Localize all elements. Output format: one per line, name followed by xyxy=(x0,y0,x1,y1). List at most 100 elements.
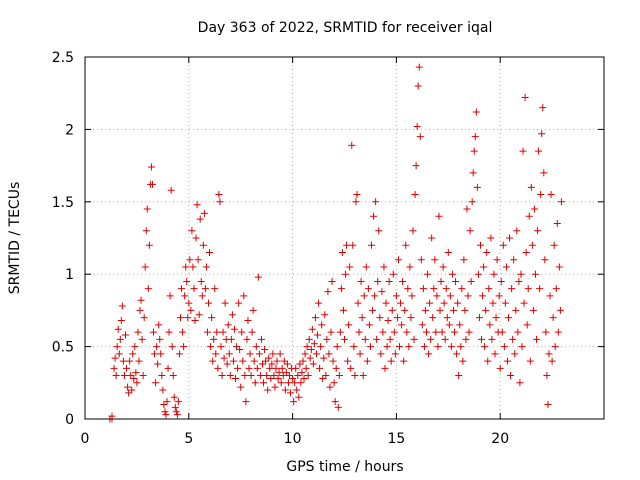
data-point xyxy=(291,379,299,387)
data-point xyxy=(165,328,173,336)
data-point xyxy=(404,285,412,293)
data-point xyxy=(541,256,549,264)
data-point xyxy=(267,374,275,382)
data-point xyxy=(223,360,231,368)
data-point xyxy=(322,372,330,380)
data-point xyxy=(445,321,453,329)
data-point xyxy=(396,343,404,351)
x-axis-label: GPS time / hours xyxy=(286,459,403,475)
data-point xyxy=(392,292,400,300)
data-point xyxy=(442,285,450,293)
data-point xyxy=(209,357,217,365)
data-point xyxy=(247,372,255,380)
data-point xyxy=(159,386,167,394)
data-point xyxy=(198,292,206,300)
data-point xyxy=(174,398,182,406)
data-point xyxy=(134,328,142,336)
data-point xyxy=(438,328,446,336)
data-point xyxy=(469,169,477,177)
data-point xyxy=(274,374,282,382)
data-point xyxy=(183,277,191,285)
data-point xyxy=(476,241,484,249)
data-point xyxy=(544,401,552,409)
data-point xyxy=(467,277,475,285)
data-point xyxy=(369,306,377,314)
data-point xyxy=(162,411,170,419)
data-point xyxy=(344,357,352,365)
data-point xyxy=(387,357,395,365)
data-point xyxy=(277,379,285,387)
data-point xyxy=(276,350,284,358)
data-point xyxy=(489,299,497,307)
data-point xyxy=(543,372,551,380)
data-point xyxy=(194,256,202,264)
grid-lines xyxy=(85,57,604,419)
data-point xyxy=(336,328,344,336)
data-point xyxy=(446,292,454,300)
data-point xyxy=(132,369,140,377)
data-point xyxy=(361,335,369,343)
data-point xyxy=(287,389,295,397)
data-point xyxy=(160,401,168,409)
data-point xyxy=(180,343,188,351)
data-point xyxy=(136,306,144,314)
data-point xyxy=(375,227,383,235)
data-point xyxy=(441,335,449,343)
data-point xyxy=(262,357,270,365)
data-point xyxy=(365,321,373,329)
data-point xyxy=(461,306,469,314)
data-point xyxy=(310,340,318,348)
data-point xyxy=(241,372,249,380)
data-point xyxy=(430,285,438,293)
data-point xyxy=(225,350,233,358)
data-point xyxy=(327,328,335,336)
data-point xyxy=(374,277,382,285)
data-point xyxy=(341,335,348,343)
data-point xyxy=(261,345,269,353)
data-point xyxy=(519,147,527,155)
data-point xyxy=(509,335,517,343)
data-point xyxy=(405,343,413,351)
axis-ticks xyxy=(84,56,604,420)
data-point xyxy=(317,343,325,351)
data-point xyxy=(110,364,118,372)
data-point xyxy=(202,263,210,271)
data-point xyxy=(152,379,160,387)
data-point xyxy=(127,372,135,380)
y-tick-labels: 0 0.5 1 1.5 2 2.5 xyxy=(52,50,74,428)
data-point xyxy=(449,306,457,314)
data-point xyxy=(463,205,471,213)
data-point xyxy=(389,270,397,278)
data-point xyxy=(370,212,378,220)
data-point xyxy=(460,256,468,264)
data-point xyxy=(126,357,134,365)
y-tick-label: 1 xyxy=(65,267,74,283)
data-point xyxy=(521,94,529,102)
data-point xyxy=(531,270,539,278)
data-point xyxy=(500,343,508,351)
data-point xyxy=(182,263,190,271)
plot-frame xyxy=(84,56,605,420)
data-point xyxy=(217,343,225,351)
data-point xyxy=(125,389,133,397)
data-point xyxy=(120,372,128,380)
data-point xyxy=(459,357,467,365)
data-point xyxy=(491,350,499,358)
data-point xyxy=(339,306,347,314)
data-point xyxy=(272,364,280,372)
data-point xyxy=(115,350,123,358)
data-point xyxy=(466,227,474,235)
data-point xyxy=(251,379,259,387)
data-point xyxy=(158,372,166,380)
data-point xyxy=(348,141,356,149)
data-point xyxy=(253,364,261,372)
data-point xyxy=(324,288,332,296)
data-point xyxy=(496,364,504,372)
data-point xyxy=(173,411,181,419)
data-point xyxy=(407,314,415,322)
data-point xyxy=(282,369,290,377)
data-point xyxy=(196,215,204,223)
data-point xyxy=(514,328,522,336)
data-point xyxy=(378,288,386,296)
data-point xyxy=(220,354,228,362)
